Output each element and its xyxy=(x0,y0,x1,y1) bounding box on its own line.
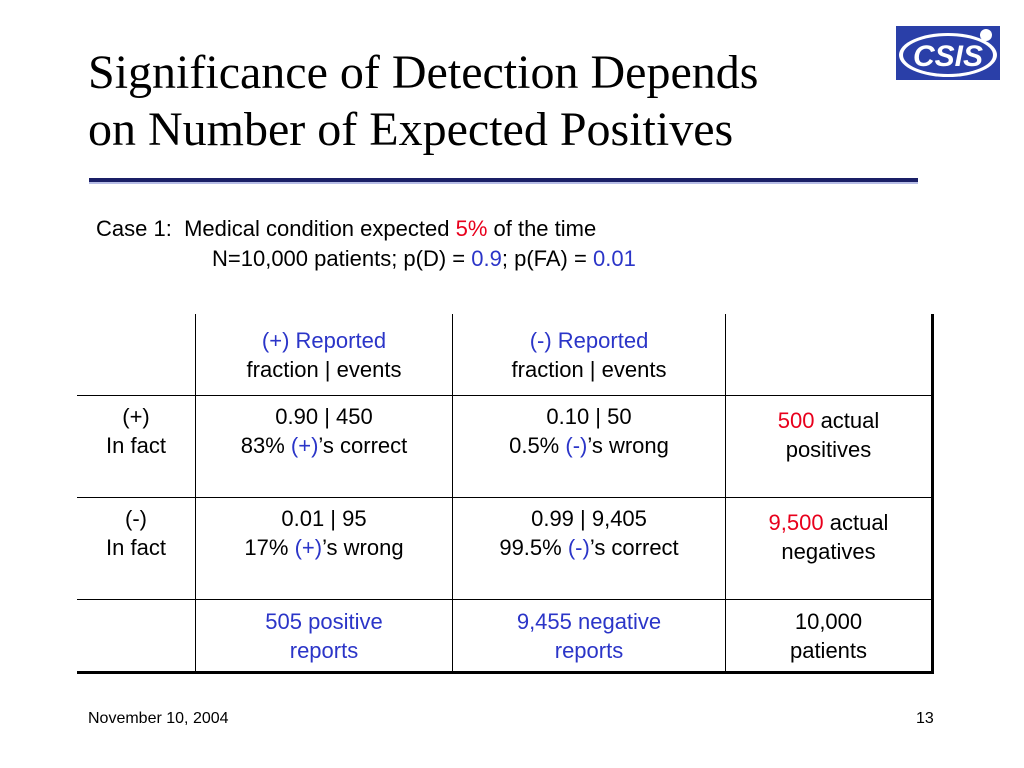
case-text-pre: Medical condition expected xyxy=(184,216,450,241)
table-header-row: (+) Reported fraction | events (-) Repor… xyxy=(77,314,934,396)
title-divider xyxy=(89,178,918,182)
title-divider-shadow xyxy=(89,182,918,184)
csis-logo: CSIS xyxy=(896,26,1000,80)
table-row-totals: 505 positive reports 9,455 negative repo… xyxy=(77,599,934,674)
table-row-negative-fact: (-) In fact 0.01 | 95 17% (+)’s wrong 0.… xyxy=(77,497,934,600)
case-label: Case 1: xyxy=(96,216,172,241)
cell-true-negative: 0.99 | 9,405 99.5% (-)’s correct xyxy=(452,497,726,600)
case-parameters: N=10,000 patients; p(D) = 0.9; p(FA) = 0… xyxy=(212,244,636,274)
cell-negative-reports: 9,455 negative reports xyxy=(452,599,726,674)
case-text-post: of the time xyxy=(493,216,597,241)
table-row-positive-fact: (+) In fact 0.90 | 450 83% (+)’s correct… xyxy=(77,395,934,498)
title-line-2: on Number of Expected Positives xyxy=(88,103,734,156)
cell-actual-positives: 500 actual positives xyxy=(725,395,934,498)
row-label-positive: (+) In fact xyxy=(77,395,196,498)
header-positive-reported: (+) Reported fraction | events xyxy=(195,314,453,396)
cell-true-positive: 0.90 | 450 83% (+)’s correct xyxy=(195,395,453,498)
header-total-cell xyxy=(725,314,934,396)
cell-false-negative: 0.10 | 50 0.5% (-)’s wrong xyxy=(452,395,726,498)
case-percent: 5% xyxy=(455,216,488,241)
totals-empty-cell xyxy=(77,599,196,674)
slide-number: 13 xyxy=(916,710,934,727)
confusion-matrix-table: (+) Reported fraction | events (-) Repor… xyxy=(77,314,934,674)
logo-text: CSIS xyxy=(913,40,983,73)
params-mid: ; p(FA) = xyxy=(501,246,587,271)
param-pd: 0.9 xyxy=(471,246,502,271)
slide-title: Significance of Detection Depends on Num… xyxy=(88,44,888,158)
case-description: Case 1: Medical condition expected 5% of… xyxy=(96,214,596,244)
header-empty-cell xyxy=(77,314,196,396)
footer-date: November 10, 2004 xyxy=(88,710,229,727)
row-label-negative: (-) In fact xyxy=(77,497,196,600)
params-pre: N=10,000 patients; p(D) = xyxy=(212,246,466,271)
cell-actual-negatives: 9,500 actual negatives xyxy=(725,497,934,600)
cell-total-patients: 10,000 patients xyxy=(725,599,934,674)
cell-positive-reports: 505 positive reports xyxy=(195,599,453,674)
cell-false-positive: 0.01 | 95 17% (+)’s wrong xyxy=(195,497,453,600)
param-pfa: 0.01 xyxy=(592,246,636,271)
title-line-1: Significance of Detection Depends xyxy=(88,46,759,99)
header-negative-reported: (-) Reported fraction | events xyxy=(452,314,726,396)
